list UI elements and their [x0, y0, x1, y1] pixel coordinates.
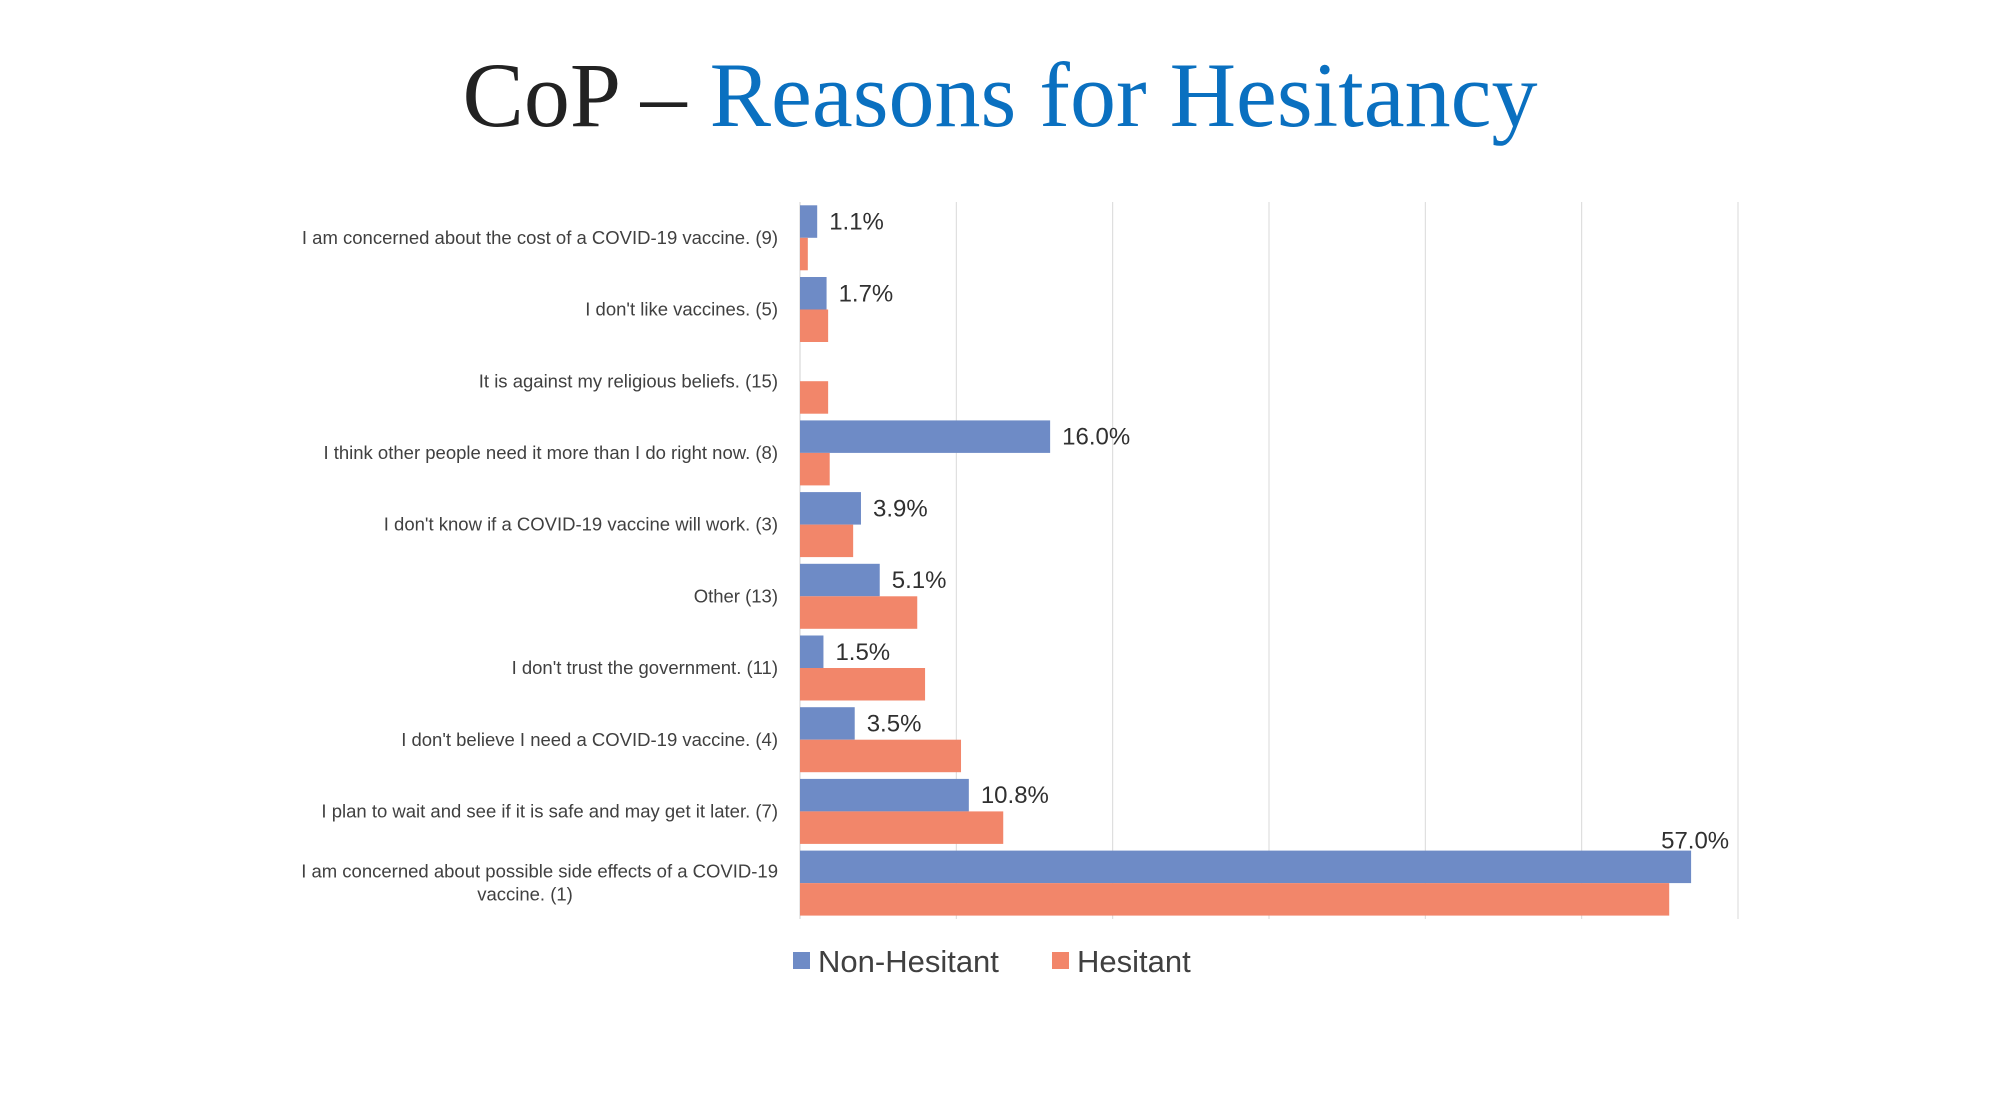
bar-non-hesitant [800, 707, 855, 740]
data-label: 1.7% [839, 280, 894, 307]
bar-hesitant [800, 596, 918, 629]
slide-title-main: Reasons for Hesitancy [709, 44, 1538, 146]
legend-swatch-non-hesitant [793, 952, 810, 969]
bar-non-hesitant [800, 778, 969, 812]
category-label: I am concerned about the cost of a COVID… [302, 227, 778, 248]
bar-non-hesitant [800, 205, 818, 238]
data-label: 57.0% [1661, 828, 1729, 855]
bar-non-hesitant [800, 635, 824, 668]
category-label: I don't believe I need a COVID-19 vaccin… [401, 729, 778, 750]
category-label: I am concerned about possible side effec… [301, 861, 778, 882]
data-label: 16.0% [1062, 424, 1130, 451]
category-label: It is against my religious beliefs. (15) [479, 370, 778, 391]
bar-non-hesitant [800, 850, 1692, 884]
bar-non-hesitant [800, 277, 827, 310]
bar-hesitant [800, 883, 1670, 916]
value-labels: 1.1% 1.7% 16.0% 3.9% 5.1% 1.5% 3.5% 10.8% 57.0% [829, 209, 1729, 855]
legend-swatch-hesitant [1052, 952, 1069, 969]
bars [800, 205, 1692, 916]
bar-hesitant [800, 739, 962, 773]
slide-title: CoP – Reasons for Hesitancy [0, 40, 2000, 150]
bar-hesitant [800, 452, 830, 486]
category-label: I think other people need it more than I… [323, 442, 778, 463]
category-labels: I am concerned about the cost of a COVID… [301, 227, 778, 905]
legend-label-hesitant: Hesitant [1077, 944, 1191, 979]
bar-hesitant [800, 381, 829, 414]
slide-title-prefix: CoP – [462, 44, 710, 146]
data-label: 1.1% [829, 209, 884, 236]
category-label: I don't like vaccines. (5) [585, 299, 778, 320]
data-label: 1.5% [835, 639, 890, 666]
bar-hesitant [800, 811, 1004, 844]
bar-non-hesitant [800, 420, 1051, 453]
data-label: 5.1% [892, 567, 947, 594]
category-label: I plan to wait and see if it is safe and… [321, 800, 778, 821]
bar-non-hesitant [800, 563, 880, 597]
data-label: 3.9% [873, 495, 928, 522]
legend: Non-Hesitant Hesitant [793, 944, 1191, 979]
legend-label-non-hesitant: Non-Hesitant [818, 944, 999, 979]
bar-hesitant [800, 237, 808, 271]
data-label: 3.5% [867, 710, 922, 737]
category-label: Other (13) [694, 585, 778, 606]
bar-non-hesitant [800, 492, 861, 525]
bar-hesitant [800, 309, 829, 342]
data-label: 10.8% [981, 782, 1049, 809]
category-label: I don't know if a COVID-19 vaccine will … [384, 514, 778, 535]
bar-hesitant [800, 524, 854, 558]
category-label: I don't trust the government. (11) [512, 657, 778, 678]
bar-hesitant [800, 668, 926, 701]
category-label: vaccine. (1) [477, 884, 573, 905]
